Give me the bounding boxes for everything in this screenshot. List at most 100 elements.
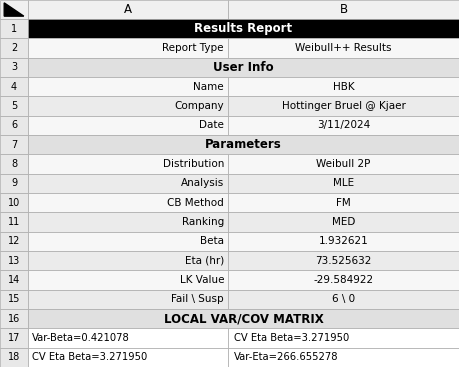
Text: 15: 15 — [8, 294, 20, 304]
Bar — [0, 58, 28, 77]
Text: 14: 14 — [8, 275, 20, 285]
Bar — [228, 116, 459, 135]
Text: HBK: HBK — [333, 82, 354, 92]
Bar — [28, 193, 228, 212]
Bar — [0, 348, 28, 367]
Text: Weibull 2P: Weibull 2P — [316, 159, 371, 169]
Bar — [28, 212, 228, 232]
Text: Hottinger Bruel @ Kjaer: Hottinger Bruel @ Kjaer — [281, 101, 405, 111]
Text: User Info: User Info — [213, 61, 274, 74]
Bar — [0, 193, 28, 212]
Bar — [0, 270, 28, 290]
Text: Report Type: Report Type — [162, 43, 224, 53]
Text: CV Eta Beta=3.271950: CV Eta Beta=3.271950 — [234, 333, 349, 343]
Text: Company: Company — [174, 101, 224, 111]
Bar — [228, 77, 459, 96]
Text: Results Report: Results Report — [195, 22, 292, 35]
Bar — [0, 174, 28, 193]
Text: 1.932621: 1.932621 — [319, 236, 369, 246]
Bar — [28, 232, 228, 251]
Text: 17: 17 — [8, 333, 20, 343]
Text: CB Method: CB Method — [167, 198, 224, 208]
Bar — [28, 58, 459, 77]
Bar — [228, 96, 459, 116]
Text: Weibull++ Results: Weibull++ Results — [295, 43, 392, 53]
Bar — [228, 328, 459, 348]
Text: 13: 13 — [8, 256, 20, 266]
Text: LK Value: LK Value — [179, 275, 224, 285]
Bar — [0, 96, 28, 116]
Bar — [228, 174, 459, 193]
Text: Name: Name — [193, 82, 224, 92]
Text: Var-Eta=266.655278: Var-Eta=266.655278 — [234, 352, 338, 362]
Bar — [228, 212, 459, 232]
Text: 9: 9 — [11, 178, 17, 188]
Text: Beta: Beta — [200, 236, 224, 246]
Bar — [28, 135, 459, 155]
Text: Analysis: Analysis — [181, 178, 224, 188]
Bar — [28, 155, 228, 174]
Bar — [0, 135, 28, 155]
Bar — [228, 193, 459, 212]
Text: Fail \ Susp: Fail \ Susp — [171, 294, 224, 304]
Bar — [228, 38, 459, 58]
Bar — [0, 251, 28, 270]
Text: 16: 16 — [8, 314, 20, 324]
Bar — [28, 328, 228, 348]
Bar — [28, 38, 228, 58]
Text: LOCAL VAR/COV MATRIX: LOCAL VAR/COV MATRIX — [163, 312, 324, 325]
Text: 1: 1 — [11, 23, 17, 34]
Text: Parameters: Parameters — [205, 138, 282, 151]
Text: A: A — [124, 3, 132, 16]
Bar — [28, 309, 459, 328]
Bar — [28, 348, 228, 367]
Bar — [0, 212, 28, 232]
Bar — [0, 19, 28, 38]
Text: 73.525632: 73.525632 — [315, 256, 372, 266]
Text: MED: MED — [332, 217, 355, 227]
Bar — [28, 174, 228, 193]
Bar — [228, 155, 459, 174]
Bar — [28, 96, 228, 116]
Bar — [28, 251, 228, 270]
Bar — [28, 0, 228, 19]
Text: 3/11/2024: 3/11/2024 — [317, 120, 370, 130]
Text: 12: 12 — [8, 236, 20, 246]
Bar — [0, 290, 28, 309]
Bar — [0, 77, 28, 96]
Text: FM: FM — [336, 198, 351, 208]
Bar — [0, 38, 28, 58]
Bar — [228, 270, 459, 290]
Text: -29.584922: -29.584922 — [313, 275, 374, 285]
Bar — [0, 116, 28, 135]
Text: Date: Date — [199, 120, 224, 130]
Text: B: B — [340, 3, 347, 16]
Bar — [0, 155, 28, 174]
Text: Ranking: Ranking — [182, 217, 224, 227]
Text: Distribution: Distribution — [162, 159, 224, 169]
Bar — [28, 290, 228, 309]
Bar — [228, 232, 459, 251]
Text: 18: 18 — [8, 352, 20, 362]
Bar — [228, 290, 459, 309]
Polygon shape — [4, 3, 24, 16]
Bar — [0, 232, 28, 251]
Text: MLE: MLE — [333, 178, 354, 188]
Text: 5: 5 — [11, 101, 17, 111]
Text: 2: 2 — [11, 43, 17, 53]
Bar — [0, 309, 28, 328]
Text: 3: 3 — [11, 62, 17, 72]
Bar — [228, 0, 459, 19]
Bar — [0, 328, 28, 348]
Text: 11: 11 — [8, 217, 20, 227]
Text: CV Eta Beta=3.271950: CV Eta Beta=3.271950 — [32, 352, 147, 362]
Bar — [228, 251, 459, 270]
Text: 8: 8 — [11, 159, 17, 169]
Bar — [28, 19, 459, 38]
Bar — [28, 116, 228, 135]
Text: Eta (hr): Eta (hr) — [185, 256, 224, 266]
Text: 6 \ 0: 6 \ 0 — [332, 294, 355, 304]
Bar — [28, 77, 228, 96]
Text: 6: 6 — [11, 120, 17, 130]
Text: 4: 4 — [11, 82, 17, 92]
